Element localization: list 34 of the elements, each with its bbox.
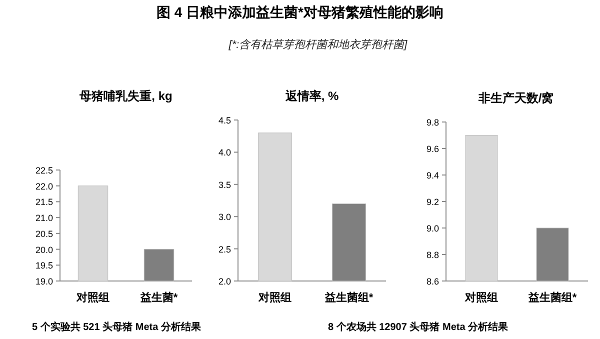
- y-tick-label: 9.2: [426, 197, 439, 207]
- x-tick-label: 对照组: [76, 291, 110, 304]
- y-tick-label: 8.8: [426, 250, 439, 260]
- y-tick-label: 22.5: [35, 166, 53, 176]
- y-tick-label: 4.5: [218, 116, 231, 126]
- y-tick-label: 9.6: [426, 144, 439, 154]
- y-tick-label: 19.0: [35, 276, 53, 286]
- x-tick-label: 对照组: [464, 291, 498, 304]
- y-tick-label: 4.0: [218, 148, 231, 158]
- y-tick-label: 21.5: [35, 197, 53, 208]
- y-tick-label: 3.0: [218, 212, 231, 222]
- y-tick-label: 3.5: [218, 180, 231, 190]
- text: 图 4 日粮中添加益生菌*对母猪繁殖性能的影响: [156, 4, 444, 20]
- y-tick-label: 8.6: [426, 276, 439, 286]
- y-tick-label: 2.5: [218, 244, 231, 254]
- y-tick-label: 19.5: [35, 260, 53, 271]
- chart-title: 母猪哺乳失重, kg: [78, 89, 172, 103]
- text: [*:含有枯草芽孢杆菌和地衣芽孢杆菌]: [228, 38, 408, 51]
- chart-title: 非生产天数/窝: [477, 91, 554, 105]
- x-tick-label: 益生菌*: [139, 291, 178, 304]
- y-tick-label: 2.0: [218, 276, 231, 286]
- text: 5 个实验共 521 头母猪 Meta 分析结果: [32, 321, 202, 333]
- chart-title: 返情率, %: [284, 89, 339, 103]
- x-tick-label: 益生菌组*: [527, 291, 578, 304]
- y-tick-label: 9.8: [426, 118, 439, 128]
- x-tick-label: 益生菌组*: [324, 291, 374, 304]
- x-tick-label: 对照组: [258, 291, 292, 304]
- y-tick-label: 9.4: [426, 170, 439, 180]
- y-tick-label: 22.0: [35, 181, 53, 192]
- y-tick-label: 9.0: [426, 224, 439, 234]
- y-tick-label: 20.0: [35, 244, 53, 255]
- y-tick-label: 20.5: [35, 228, 53, 239]
- text: 8 个农场共 12907 头母猪 Meta 分析结果: [328, 321, 510, 333]
- y-tick-label: 21.0: [35, 213, 53, 224]
